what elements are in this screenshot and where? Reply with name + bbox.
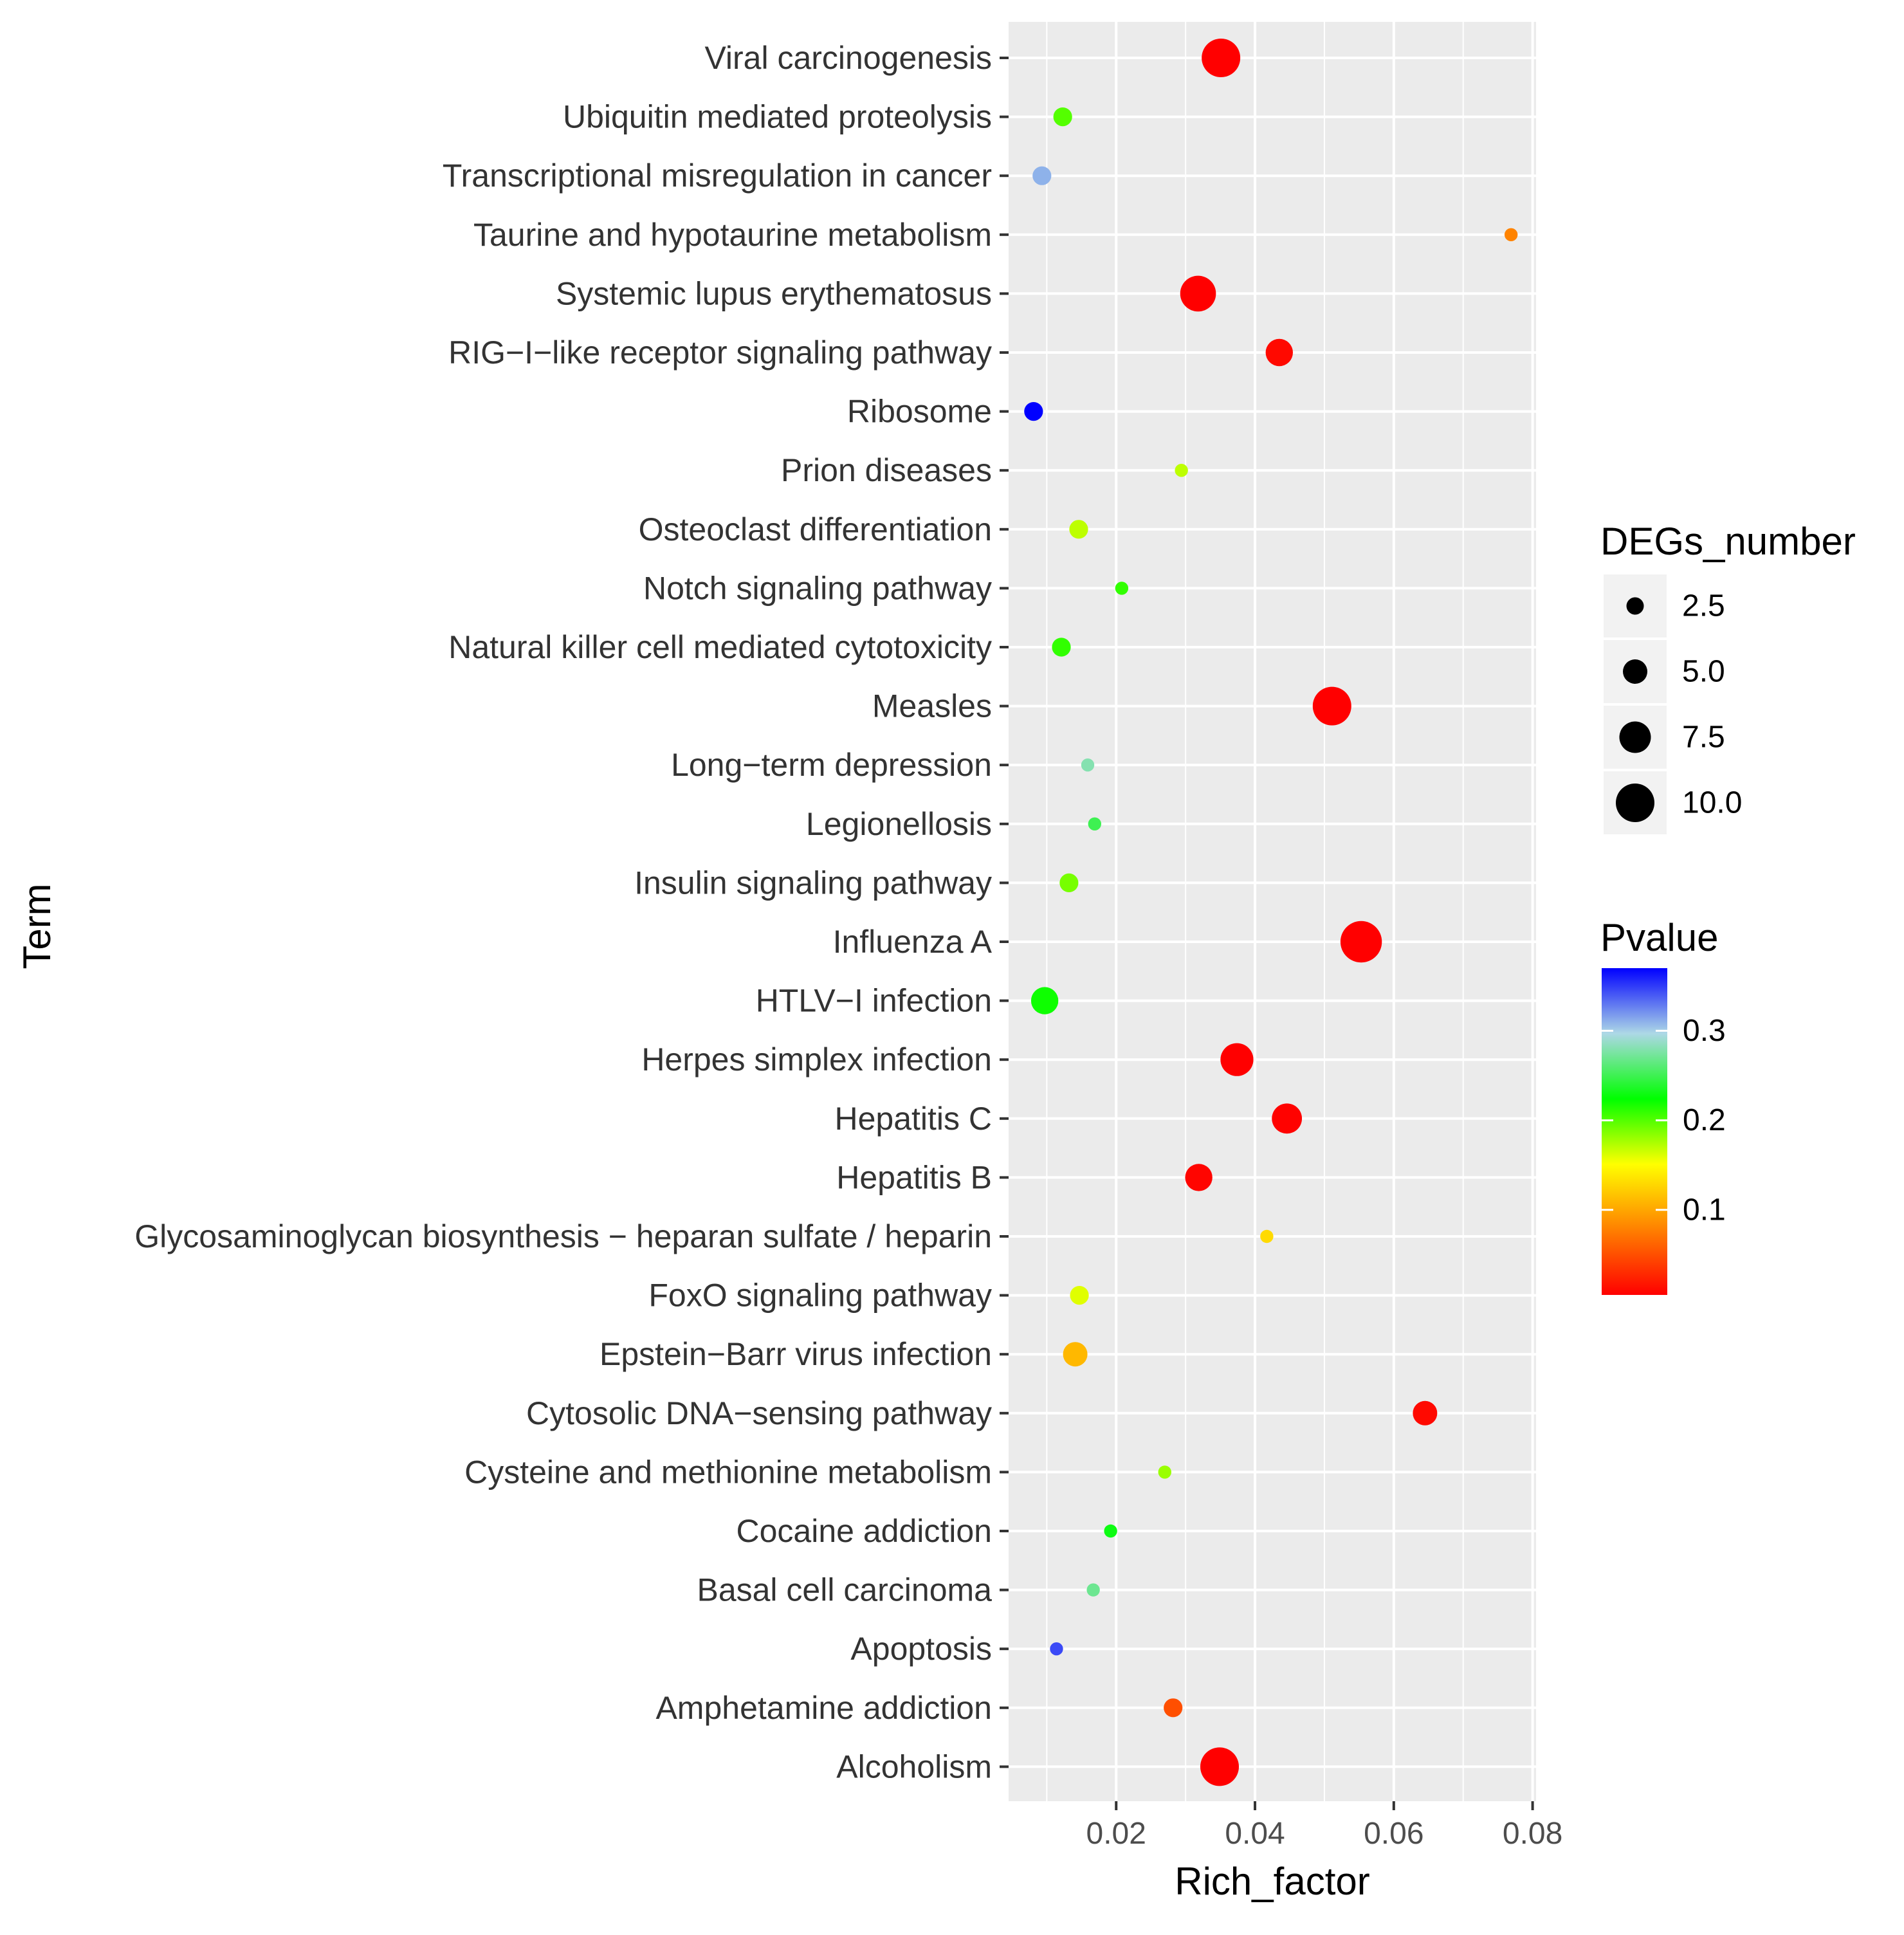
plot-panel [1009, 22, 1536, 1801]
data-point [1185, 1164, 1213, 1191]
data-point [1200, 1747, 1239, 1786]
term-label: Cysteine and methionine metabolism [464, 1454, 992, 1490]
term-label: Insulin signaling pathway [634, 865, 992, 901]
data-point [1050, 1642, 1063, 1656]
term-label: Taurine and hypotaurine metabolism [473, 217, 992, 253]
term-label: Herpes simplex infection [641, 1041, 992, 1078]
data-point [1081, 758, 1095, 772]
x-axis-title: Rich_factor [1175, 1860, 1369, 1903]
data-point [1164, 1698, 1183, 1718]
data-point [1086, 1583, 1100, 1597]
size-legend-dot [1616, 784, 1654, 822]
y-axis-title: Term [15, 883, 59, 969]
data-point [1070, 1286, 1089, 1305]
x-axis: 0.02 0.04 0.06 0.08 [1086, 1801, 1562, 1851]
term-label: Ubiquitin mediated proteolysis [563, 99, 992, 135]
data-points [1024, 39, 1518, 1786]
term-label: Notch signaling pathway [643, 570, 992, 606]
data-point [1413, 1400, 1438, 1426]
term-label: Long−term depression [671, 747, 992, 783]
term-label: Influenza A [833, 924, 993, 960]
data-point [1053, 107, 1072, 127]
size-legend-label: 7.5 [1682, 720, 1725, 755]
term-label: Apoptosis [850, 1631, 992, 1667]
data-point [1175, 464, 1188, 477]
term-label: Osteoclast differentiation [639, 511, 992, 547]
data-point [1059, 873, 1079, 892]
color-legend-label: 0.2 [1683, 1103, 1726, 1137]
x-tick-label: 0.04 [1225, 1817, 1285, 1851]
term-label: Ribosome [847, 394, 992, 430]
size-legend-dot [1619, 721, 1651, 753]
term-label: Hepatitis B [836, 1159, 992, 1195]
size-legend-label: 10.0 [1682, 786, 1742, 820]
x-tick-label: 0.06 [1364, 1817, 1423, 1851]
data-point [1202, 39, 1241, 77]
y-axis: Viral carcinogenesis Ubiquitin mediated p… [134, 40, 1009, 1784]
data-point [1260, 1229, 1274, 1243]
term-label: Prion diseases [781, 452, 992, 488]
size-legend-dot [1623, 659, 1647, 684]
size-legend: DEGs_number 2.5 5.0 7.5 10.0 [1600, 520, 1856, 834]
term-label: Epstein−Barr virus infection [600, 1336, 992, 1372]
term-label: Systemic lupus erythematosus [556, 275, 992, 311]
data-point [1069, 520, 1088, 539]
term-label: Hepatitis C [834, 1101, 992, 1137]
term-label: Transcriptional misregulation in cancer [443, 158, 992, 194]
data-point [1272, 1103, 1303, 1134]
term-label: Viral carcinogenesis [704, 40, 992, 76]
color-legend-label: 0.1 [1683, 1193, 1726, 1227]
term-label: RIG−I−like receptor signaling pathway [448, 335, 992, 371]
data-point [1063, 1342, 1088, 1367]
color-legend-label: 0.3 [1683, 1014, 1726, 1048]
term-label: Legionellosis [806, 806, 992, 842]
color-bar [1602, 968, 1667, 1295]
data-point [1180, 275, 1216, 312]
size-legend-label: 2.5 [1682, 589, 1725, 623]
term-label: HTLV−I infection [756, 983, 992, 1019]
x-tick-label: 0.02 [1086, 1817, 1146, 1851]
data-point [1312, 686, 1351, 726]
color-legend-title: Pvalue [1600, 916, 1718, 959]
data-point [1024, 402, 1043, 421]
term-label: Natural killer cell mediated cytotoxicit… [448, 629, 992, 665]
data-point [1104, 1524, 1117, 1538]
term-label: Cytosolic DNA−sensing pathway [526, 1395, 992, 1431]
term-label: Basal cell carcinoma [697, 1572, 992, 1608]
data-point [1088, 817, 1101, 831]
term-label: Glycosaminoglycan biosynthesis − heparan… [134, 1218, 992, 1254]
size-legend-dot [1626, 597, 1644, 615]
data-point [1265, 338, 1293, 367]
term-label: Cocaine addiction [737, 1513, 993, 1549]
term-label: Alcoholism [836, 1748, 992, 1784]
size-legend-title: DEGs_number [1600, 520, 1856, 563]
color-legend: Pvalue 0.1 0.2 0.3 [1600, 916, 1726, 1295]
term-label: Measles [872, 688, 992, 724]
size-legend-label: 5.0 [1682, 655, 1725, 689]
term-label: FoxO signaling pathway [648, 1278, 992, 1314]
data-point [1504, 228, 1518, 241]
data-point [1115, 582, 1129, 595]
x-tick-label: 0.08 [1503, 1817, 1562, 1851]
data-point [1220, 1043, 1254, 1076]
term-label: Amphetamine addiction [655, 1690, 992, 1726]
data-point [1030, 987, 1059, 1014]
data-point [1052, 637, 1071, 657]
data-point [1158, 1465, 1171, 1479]
data-point [1340, 921, 1382, 963]
data-point [1032, 166, 1052, 185]
